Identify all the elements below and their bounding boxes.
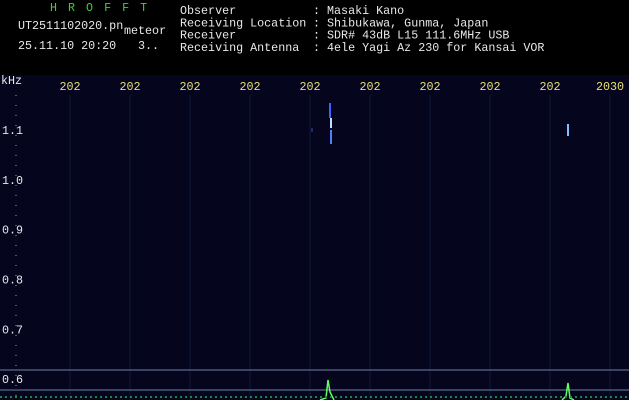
info-value: : 4ele Yagi Az 230 for Kansai VOR: [313, 41, 544, 55]
info-label: Observer: [180, 4, 236, 18]
datetime: 25.11.10 20:20: [18, 39, 116, 53]
x-label: 202: [299, 80, 320, 94]
x-label: 202: [179, 80, 200, 94]
y-label: 1.1: [2, 124, 23, 138]
x-label: 202: [479, 80, 500, 94]
x-label: 202: [359, 80, 380, 94]
y-label: 1.0: [2, 174, 23, 188]
info-label: Receiver: [180, 29, 236, 43]
file-name: UT2511102020.pn: [18, 19, 123, 33]
x-label: 202: [419, 80, 440, 94]
y-label: 0.8: [2, 273, 23, 287]
x-label: 202: [539, 80, 560, 94]
grid: [15, 95, 611, 400]
plot-area: [0, 75, 629, 400]
y-label: 0.6: [2, 373, 23, 387]
extra: 3..: [138, 39, 159, 53]
x-label: 202: [59, 80, 80, 94]
info-label: Receiving Antenna: [180, 41, 299, 55]
y-label: 0.9: [2, 224, 23, 238]
info-value: : SDR# 43dB L15 111.6MHz USB: [313, 29, 509, 43]
labels: 202 202 202 202 202 202 202 202 202 2030 1.1 1.0 0.9…: [2, 80, 624, 387]
x-label: 2030: [596, 80, 624, 94]
info-label: Receiving Location: [180, 16, 306, 30]
signal: [0, 103, 629, 400]
unit: kHz: [1, 74, 22, 88]
info-value: : Masaki Kano: [313, 4, 404, 18]
x-label: 202: [119, 80, 140, 94]
info: Observer : Masaki Kano Receiving Location:…: [180, 4, 544, 55]
tag: meteor: [124, 24, 166, 38]
y-label: 0.7: [2, 323, 23, 337]
app-name: H R O F F T: [50, 1, 149, 15]
x-label: 202: [239, 80, 260, 94]
info-value: : Shibukawa, Gunma, Japan: [313, 16, 488, 30]
